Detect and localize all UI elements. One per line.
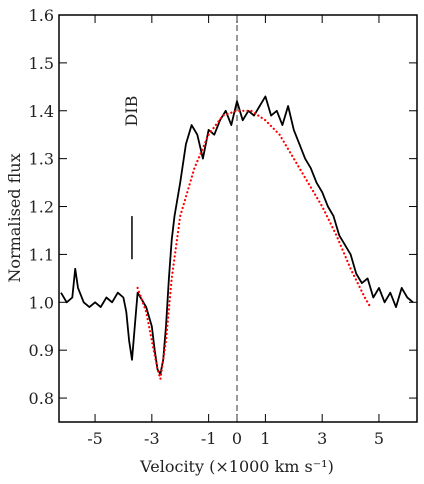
y-axis-label: Normalised flux xyxy=(5,153,24,282)
y-tick-label: 1.5 xyxy=(29,54,54,73)
y-tick-label: 1.6 xyxy=(29,6,54,25)
y-tick-label: 1.3 xyxy=(29,150,54,169)
x-tick-label: -5 xyxy=(87,429,103,448)
dib-label: DIB xyxy=(122,96,141,127)
x-tick-label: 0 xyxy=(232,429,242,448)
y-tick-label: 1.4 xyxy=(29,102,54,121)
y-tick-label: 0.8 xyxy=(29,389,54,408)
x-tick-label: 3 xyxy=(317,429,327,448)
x-tick-label: 1 xyxy=(260,429,270,448)
y-tick-label: 1.1 xyxy=(29,245,54,264)
x-tick-label: -1 xyxy=(201,429,217,448)
y-tick-label: 1.0 xyxy=(29,293,54,312)
series-line xyxy=(136,109,372,380)
plot-frame xyxy=(58,14,418,423)
y-tick-label: 0.9 xyxy=(29,341,54,360)
x-tick-label: -3 xyxy=(144,429,160,448)
series-line xyxy=(60,95,414,375)
x-tick-label: 5 xyxy=(374,429,384,448)
x-axis-label: Velocity (×1000 km s⁻¹) xyxy=(139,457,334,476)
y-tick-label: 1.2 xyxy=(29,198,54,217)
